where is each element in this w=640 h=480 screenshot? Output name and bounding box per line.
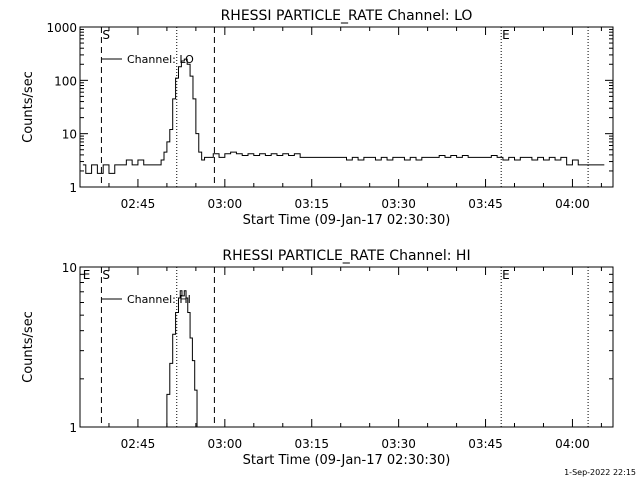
x-tick-label: 02:45 [121, 197, 156, 211]
plot-frame [79, 26, 614, 188]
footer-timestamp: 1-Sep-2022 22:15 [564, 468, 636, 477]
x-tick-label: 03:15 [294, 197, 329, 211]
panel-lo-channel: RHESSI PARTICLE_RATE Channel: LO Start Ti… [21, 8, 614, 228]
chart-title: RHESSI PARTICLE_RATE Channel: LO [221, 8, 473, 24]
x-tick-label: 03:00 [208, 197, 243, 211]
y-tick-label: 100 [54, 74, 77, 88]
x-tick-label: 03:30 [381, 437, 416, 451]
x-tick-label: 03:15 [294, 437, 329, 451]
x-axis-label: Start Time (09-Jan-17 02:30:30) [243, 213, 451, 228]
x-tick-label: 04:00 [555, 437, 590, 451]
series-line [82, 58, 605, 174]
plot-frame [79, 266, 614, 428]
series-line [164, 290, 198, 428]
y-tick-label: 1 [69, 181, 77, 195]
marker-label: S [102, 268, 110, 282]
x-tick-label: 03:30 [381, 197, 416, 211]
panel-hi-channel: RHESSI PARTICLE_RATE Channel: HI Start Ti… [21, 248, 614, 468]
x-tick-label: 02:45 [121, 437, 156, 451]
y-tick-label: 1 [69, 421, 77, 435]
y-axis-label: Counts/sec [21, 311, 36, 383]
y-tick-label: 10 [62, 128, 77, 142]
x-tick-label: 03:45 [468, 437, 503, 451]
marker-label: E [502, 268, 510, 282]
legend-label: Channel: HI [127, 293, 191, 306]
x-tick-label: 03:45 [468, 197, 503, 211]
x-tick-label: 04:00 [555, 197, 590, 211]
chart-title: RHESSI PARTICLE_RATE Channel: HI [222, 248, 470, 264]
x-axis-label: Start Time (09-Jan-17 02:30:30) [243, 453, 451, 468]
y-tick-label: 10 [62, 261, 77, 275]
y-tick-label: 1000 [46, 21, 77, 35]
marker-label: S [102, 28, 110, 42]
legend-label: Channel: LO [127, 53, 194, 66]
marker-label: E [83, 268, 91, 282]
marker-label: E [502, 28, 510, 42]
y-axis-label: Counts/sec [21, 71, 36, 143]
x-tick-label: 03:00 [208, 437, 243, 451]
